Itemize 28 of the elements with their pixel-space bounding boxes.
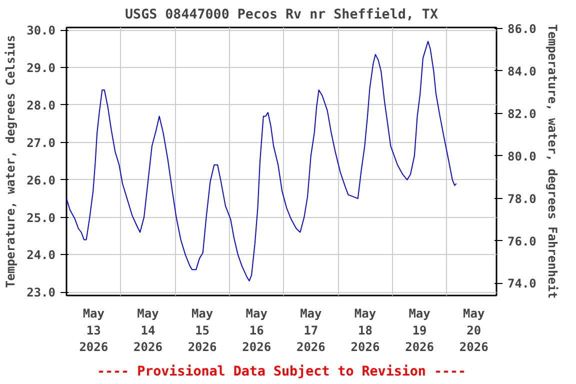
y2-tick-label: 74.0 bbox=[508, 276, 536, 291]
y2-tick-label: 76.0 bbox=[508, 234, 536, 248]
x-tick-label: May 20 2026 bbox=[459, 306, 488, 354]
y-tick-label: 27.0 bbox=[26, 136, 56, 150]
y-tick-label: 29.0 bbox=[26, 61, 56, 76]
x-tick-label: May 13 2026 bbox=[79, 306, 108, 354]
x-tick-label: May 16 2026 bbox=[242, 306, 272, 354]
chart-title: USGS 08447000 Pecos Rv nr Sheffield, TX bbox=[125, 8, 438, 22]
y2-tick-label: 82.0 bbox=[508, 106, 536, 121]
x-tick-label: May 15 2026 bbox=[188, 306, 217, 354]
y2-tick-label: 86.0 bbox=[508, 22, 536, 36]
y2-tick-label: 80.0 bbox=[508, 149, 536, 164]
y2-axis-title: Temperature, water, degrees Fahrenheit bbox=[545, 24, 560, 299]
y-axis-title: Temperature, water, degrees Celsius bbox=[4, 35, 18, 288]
x-tick-label: May 14 2026 bbox=[134, 306, 162, 354]
y2-tick-label: 84.0 bbox=[508, 64, 536, 78]
y-tick-label: 24.0 bbox=[26, 248, 56, 262]
x-tick-label: May 19 2026 bbox=[405, 306, 434, 354]
y-tick-label: 30.0 bbox=[26, 24, 56, 38]
y-tick-label: 23.0 bbox=[26, 286, 56, 300]
x-tick-label: May 18 2026 bbox=[350, 306, 380, 354]
y2-tick-label: 78.0 bbox=[508, 192, 536, 206]
y-tick-label: 28.0 bbox=[26, 98, 56, 112]
x-tick-label: May 17 2026 bbox=[296, 306, 326, 354]
y-tick-label: 26.0 bbox=[26, 173, 56, 188]
y-tick-label: 25.0 bbox=[26, 210, 56, 225]
line-series bbox=[66, 40, 457, 282]
text: ---- Provisional Data Subject to Revision ---- bbox=[96, 364, 466, 380]
